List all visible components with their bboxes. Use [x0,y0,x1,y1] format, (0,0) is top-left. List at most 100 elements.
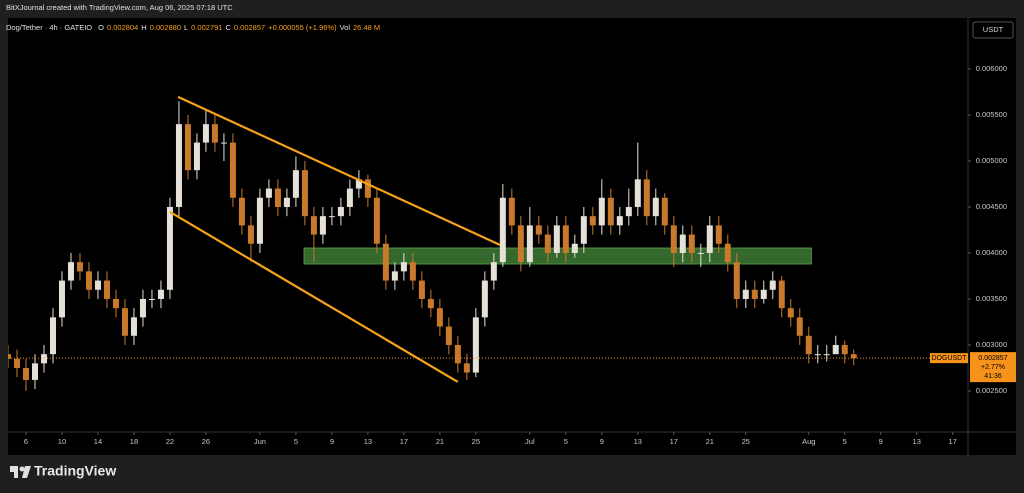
candle-body [292,170,299,198]
y-tick-label: 0.002500 [976,386,1007,395]
candle-body [715,225,722,244]
y-tick-label: 0.005500 [976,110,1007,119]
candle-body [787,308,794,318]
legend-value: 0.002857 [234,23,265,32]
candle-body [247,225,254,244]
attribution: BitXJournal created with TradingView.com… [6,3,233,12]
candle-body [238,197,245,226]
y-tick-label: 0.004500 [976,202,1007,211]
x-tick-label: 6 [24,437,28,446]
candle-body [220,142,227,144]
candle-body [598,197,605,226]
candle-body [706,225,713,253]
brand-logo [10,466,31,478]
candle-body [499,197,506,263]
candle-body [427,298,434,309]
candle-body [103,280,110,299]
candle-body [814,354,821,356]
candle-body [589,216,596,226]
candle-body [31,363,38,380]
candle-body [490,262,497,281]
candle-body [634,179,641,207]
x-tick-label: 17 [670,437,678,446]
candle-body [40,354,47,364]
x-tick-label: 14 [94,437,102,446]
candle-body [508,197,515,226]
legend-value: 0.002791 [191,23,222,32]
legend-value: 0.002880 [150,23,181,32]
candle-body [319,216,326,235]
candle-body [13,358,20,368]
candle-body [616,216,623,226]
candle-body [805,335,812,355]
candle-body [652,197,659,217]
symbol-tag-label: DOGUSDT [932,355,968,362]
candle-body [445,326,452,345]
candle-body [157,289,164,299]
y-tick-label: 0.003500 [976,294,1007,303]
legend-key: H [141,23,146,32]
candle-body [661,197,668,226]
currency-button[interactable] [972,21,1014,39]
legend-change: +0.000055 (+1.96%) [268,23,337,32]
candle-body [769,280,776,290]
x-tick-label: 13 [913,437,921,446]
candle-body [229,142,236,198]
candle-body [373,197,380,244]
x-tick-label: 18 [130,437,138,446]
candle-body [796,317,803,336]
price-tag-change: +2.77% [981,364,1005,371]
candle-body [112,298,119,309]
candle-body [481,280,488,318]
x-tick-label: 21 [436,437,444,446]
x-tick-label: 17 [400,437,408,446]
candle-body [85,271,92,290]
candle-body [310,216,317,235]
candle-body [328,216,335,218]
price-tag [970,352,1016,383]
candle-body [382,243,389,281]
candle-body [436,308,443,327]
x-tick-label: 9 [330,437,334,446]
x-tick-label: 9 [600,437,604,446]
x-tick-label: 22 [166,437,174,446]
x-tick-label: 13 [634,437,642,446]
candle-body [832,344,839,355]
candle-body [697,252,704,254]
candle-body [607,197,614,226]
candle-body [130,317,137,336]
x-tick-label: 13 [364,437,372,446]
symbol-tag [930,353,968,364]
candle-body [580,216,587,244]
candle-body [301,170,308,217]
candle-body [454,344,461,364]
candle-body [724,243,731,263]
x-tick-label: 26 [202,437,210,446]
plot [8,95,857,391]
candle-body [643,179,650,217]
candle-body [517,225,524,263]
candle-body [850,354,857,359]
candle-body [139,298,146,318]
candle-body [76,262,83,272]
candle-body [625,206,632,217]
candle-body [67,262,74,281]
candle-body [526,225,533,263]
candle-body [742,289,749,299]
candle-body [778,280,785,309]
candle-body [256,197,263,244]
y-tick-label: 0.005000 [976,156,1007,165]
candle-body [175,124,182,207]
candle-body [274,188,281,207]
legend-value: 26.48 M [353,23,380,32]
candle-body [409,262,416,281]
x-tick-label: 21 [706,437,714,446]
symbol: Dog/Tether · 4h · GATEIO [6,23,92,32]
x-tick-label: 5 [294,437,298,446]
candle-body [193,142,200,171]
time-axis [8,432,1016,455]
brand: TradingView [34,463,116,479]
candle-body [688,234,695,253]
x-tick-label: Aug [802,437,815,446]
